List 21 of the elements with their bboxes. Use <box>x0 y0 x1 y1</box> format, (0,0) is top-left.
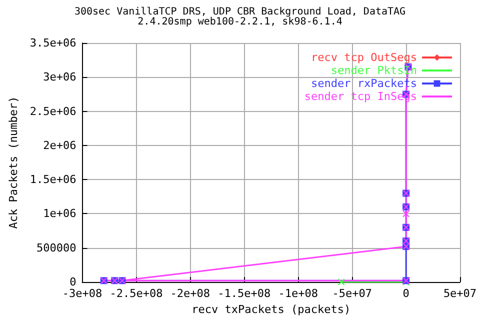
x-tick-label: -1.5e+08 <box>218 287 271 300</box>
y-tick-label: 0 <box>70 276 76 288</box>
x-tick-label: -1e+08 <box>278 287 318 300</box>
chart-subtitle: 2.4.20smp web100-2.2.1, sk98-6.1.4 <box>138 16 342 28</box>
x-tick-label: 5e+07 <box>443 287 477 300</box>
y-tick-label: 3.5e+06 <box>30 36 76 50</box>
x-axis-title: recv txPackets (packets) <box>192 303 351 316</box>
chart-title: 300sec VanillaTCP DRS, UDP CBR Background Load, DataTAG <box>74 6 406 18</box>
y-tick-label: 2.5e+06 <box>30 104 76 118</box>
x-tick-label: -5e+07 <box>332 287 372 300</box>
x-tick-label: 0 <box>402 287 410 300</box>
y-tick-label: 1.5e+06 <box>30 173 76 186</box>
x-tick-label: -3e+08 <box>62 287 102 300</box>
x-tick-label: -2.5e+08 <box>110 287 163 300</box>
y-tick-label: 2e+06 <box>43 138 76 152</box>
y-tick-label: 1e+06 <box>43 207 76 220</box>
y-tick-label: 3e+06 <box>43 70 76 84</box>
y-axis-title: Ack Packets (number) <box>7 96 20 229</box>
y-tick-label: 500000 <box>36 241 76 254</box>
x-tick-label: -2e+08 <box>170 287 210 300</box>
legend-label: recv tcp OutSegs <box>311 51 417 64</box>
